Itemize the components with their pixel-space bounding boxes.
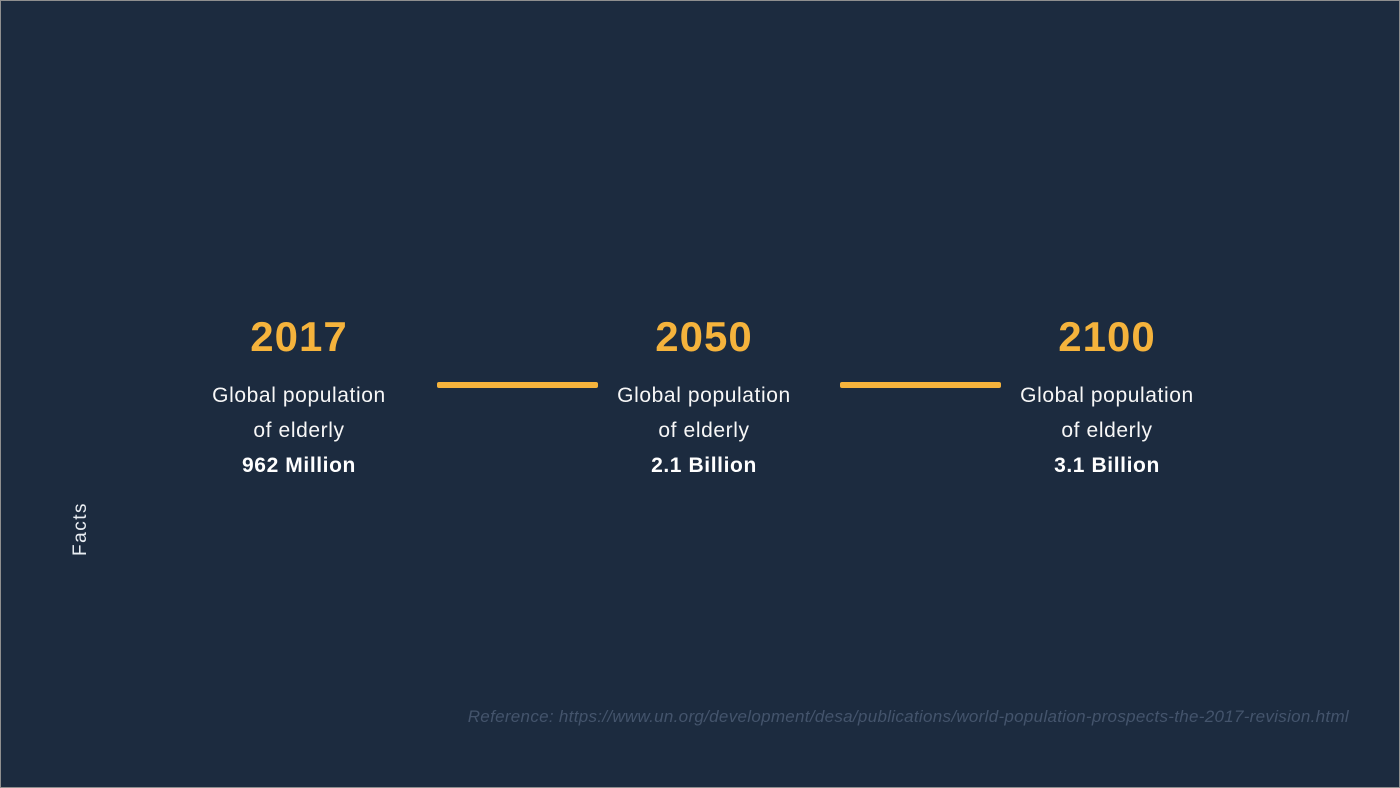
fact-description-line2: of elderly (1061, 419, 1153, 442)
reference-citation: Reference: https://www.un.org/developmen… (467, 707, 1349, 726)
fact-column-2017: 2017 Global population of elderly 962 Mi… (139, 316, 459, 483)
fact-year: 2100 (1058, 313, 1156, 360)
fact-value: 2.1 Billion (651, 454, 757, 477)
fact-description-line2: of elderly (658, 419, 750, 442)
fact-column-2100: 2100 Global population of elderly 3.1 Bi… (947, 316, 1267, 483)
fact-description-line1: Global population (1020, 384, 1194, 407)
fact-year: 2017 (250, 313, 348, 360)
divider-line (437, 382, 598, 388)
divider-line (840, 382, 1001, 388)
fact-value: 962 Million (242, 454, 356, 477)
side-label-facts: Facts (70, 502, 91, 556)
fact-description-line1: Global population (617, 384, 791, 407)
fact-description-line1: Global population (212, 384, 386, 407)
fact-value: 3.1 Billion (1054, 454, 1160, 477)
fact-description-line2: of elderly (253, 419, 345, 442)
fact-column-2050: 2050 Global population of elderly 2.1 Bi… (544, 316, 864, 483)
fact-year: 2050 (655, 313, 753, 360)
